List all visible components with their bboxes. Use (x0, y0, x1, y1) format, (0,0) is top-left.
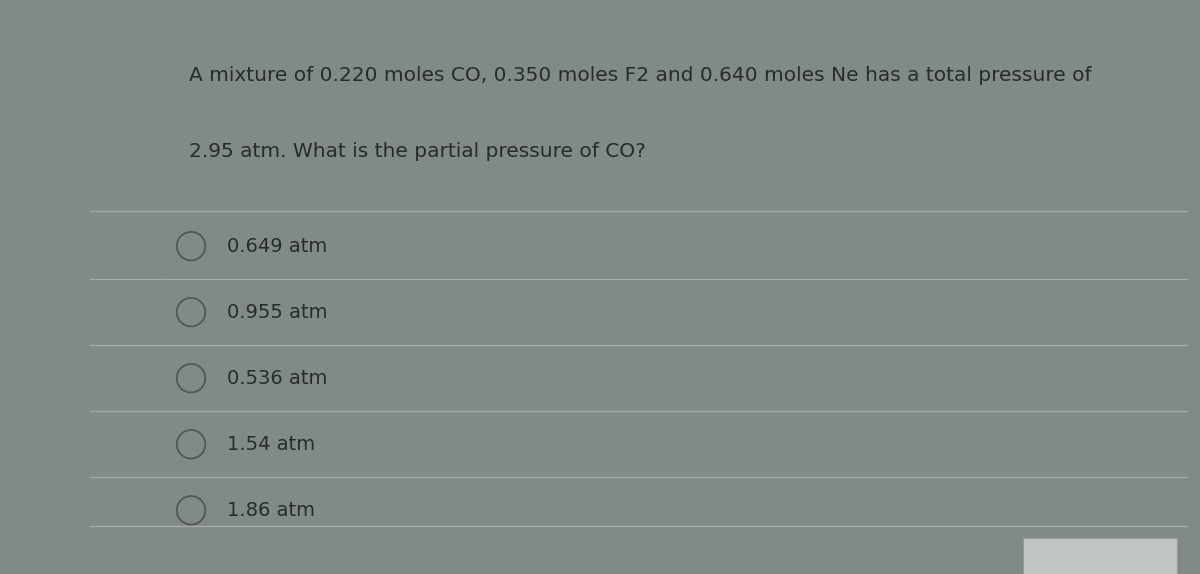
Text: 0.955 atm: 0.955 atm (227, 302, 328, 321)
Text: 2.95 atm. What is the partial pressure of CO?: 2.95 atm. What is the partial pressure o… (188, 142, 646, 161)
FancyBboxPatch shape (1024, 538, 1177, 574)
Text: 0.649 atm: 0.649 atm (227, 236, 328, 255)
Text: A mixture of 0.220 moles CO, 0.350 moles F2 and 0.640 moles Ne has a total press: A mixture of 0.220 moles CO, 0.350 moles… (188, 66, 1092, 85)
Text: 1.54 atm: 1.54 atm (227, 435, 316, 454)
Text: 1.86 atm: 1.86 atm (227, 501, 316, 520)
Text: 0.536 atm: 0.536 atm (227, 369, 328, 387)
